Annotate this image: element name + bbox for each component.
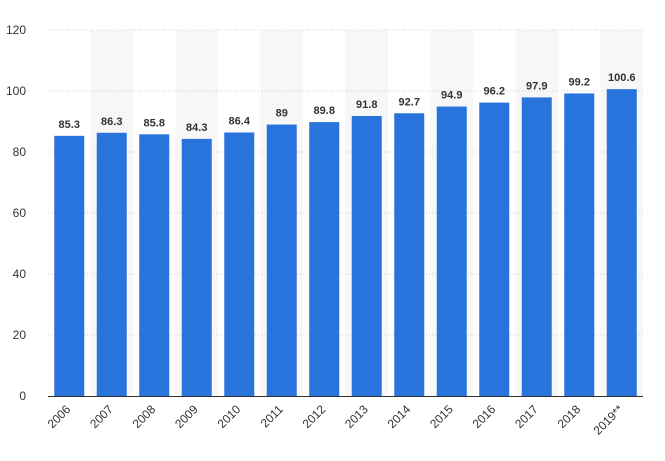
data-labels: 85.3 86.3 85.8 84.3 86.4 89 89.8 91.8 92.7 94.9 96… [59,72,636,134]
data-label: 85.3 [59,119,80,131]
y-tick-label: 60 [13,206,27,220]
data-label: 94.9 [441,90,462,102]
x-tick-label: 2007 [87,402,116,431]
bar [181,138,212,396]
data-label: 89 [276,108,288,120]
y-tick-label: 120 [6,23,26,37]
bar [351,116,382,396]
data-label: 96.2 [484,86,505,98]
x-tick-label: 2008 [130,402,159,431]
y-axis-ticks: 0 20 40 60 80 100 120 [6,23,26,403]
x-tick-label: 2012 [300,402,329,431]
x-tick-label: 2006 [45,402,74,431]
data-label: 97.9 [526,80,547,92]
data-label: 99.2 [569,76,590,88]
data-label: 89.8 [314,105,335,117]
bar [479,102,510,396]
y-tick-label: 40 [13,267,27,281]
data-label: 85.8 [144,117,165,129]
x-tick-label: 2016 [470,402,499,431]
bar [96,132,127,396]
bar [521,97,552,396]
bar [436,106,467,397]
x-tick-label: 2015 [427,402,456,431]
bar [606,89,637,397]
x-tick-label: 2019** [590,402,626,438]
y-tick-label: 0 [19,389,26,403]
y-tick-label: 80 [13,145,27,159]
bar [309,122,340,397]
data-label: 100.6 [608,72,636,84]
bar [266,124,297,397]
data-label: 86.3 [101,116,122,128]
x-axis-ticks: 2006 2007 2008 2009 2010 2011 2012 2013 2014 2015… [45,402,627,438]
x-tick-label: 2013 [342,402,371,431]
x-tick-label: 2009 [172,402,201,431]
bar [564,93,595,396]
data-label: 91.8 [356,99,377,111]
x-tick-label: 2011 [258,402,286,430]
y-tick-label: 100 [6,84,26,98]
bar [54,135,85,396]
bars [54,89,637,397]
data-label: 86.4 [229,115,251,127]
x-tick-label: 2010 [215,402,244,431]
x-tick-label: 2014 [385,402,414,431]
x-tick-label: 2017 [512,402,541,431]
data-label: 84.3 [186,122,207,134]
y-tick-label: 20 [13,328,27,342]
bar [394,113,425,396]
bar [224,132,255,397]
bar [139,134,170,396]
x-tick-label: 2018 [555,402,584,431]
data-label: 92.7 [399,96,420,108]
